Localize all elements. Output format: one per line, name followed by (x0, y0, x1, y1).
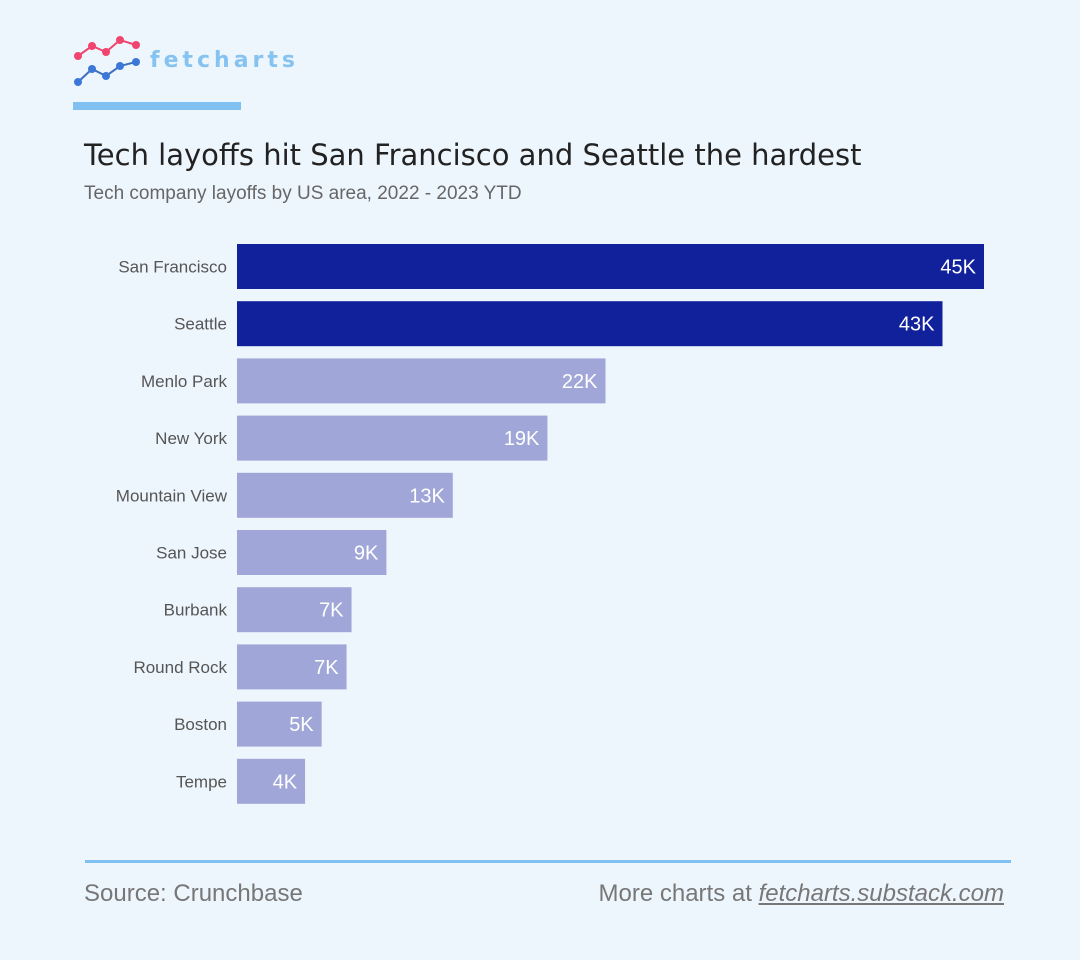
footer-divider (85, 860, 1011, 863)
substack-link[interactable]: fetcharts.substack.com (758, 880, 1004, 907)
bar-new-york (237, 415, 548, 461)
bar-seattle (237, 301, 943, 347)
category-label: San Francisco (118, 258, 227, 277)
data-label: 43K (899, 314, 935, 336)
brand-name: fetcharts (150, 48, 300, 73)
more-prefix: More charts at (598, 880, 759, 907)
chart-title: Tech layoffs hit San Francisco and Seatt… (84, 138, 862, 172)
fetcharts-logo-icon (74, 36, 140, 86)
bar-round-rock (237, 644, 347, 690)
data-label: 45K (940, 257, 976, 279)
category-label: Tempe (176, 772, 227, 791)
more-charts-note: More charts at fetcharts.substack.com (599, 880, 1005, 908)
bar-chart: San Francisco 45K Seattle 43K Menlo Park 22K N… (116, 244, 984, 804)
bar-san-jose (237, 530, 387, 575)
data-label: 7K (319, 600, 344, 622)
logo-underline (73, 102, 241, 110)
category-label: Round Rock (133, 658, 227, 677)
data-label: 9K (354, 543, 379, 565)
chart-subtitle: Tech company layoffs by US area, 2022 - … (84, 183, 522, 204)
data-label: 13K (409, 485, 445, 507)
bar-tempe (237, 758, 306, 804)
data-label: 22K (562, 371, 598, 393)
bar-mountain-view (237, 472, 453, 518)
data-label: 4K (273, 771, 298, 793)
bar-burbank (237, 587, 352, 633)
data-label: 5K (289, 714, 314, 736)
bar-san-francisco (237, 244, 984, 289)
data-label: 7K (314, 657, 339, 679)
data-label: 19K (504, 428, 540, 450)
bar-menlo-park (237, 358, 606, 404)
category-label: Boston (174, 715, 227, 734)
category-label: San Jose (156, 544, 227, 563)
category-label: Menlo Park (141, 372, 227, 391)
category-label: New York (155, 429, 227, 448)
category-label: Seattle (174, 315, 227, 334)
category-label: Mountain View (116, 486, 228, 505)
bar-boston (237, 701, 322, 747)
category-label: Burbank (164, 601, 228, 620)
source-note: Source: Crunchbase (84, 880, 303, 907)
